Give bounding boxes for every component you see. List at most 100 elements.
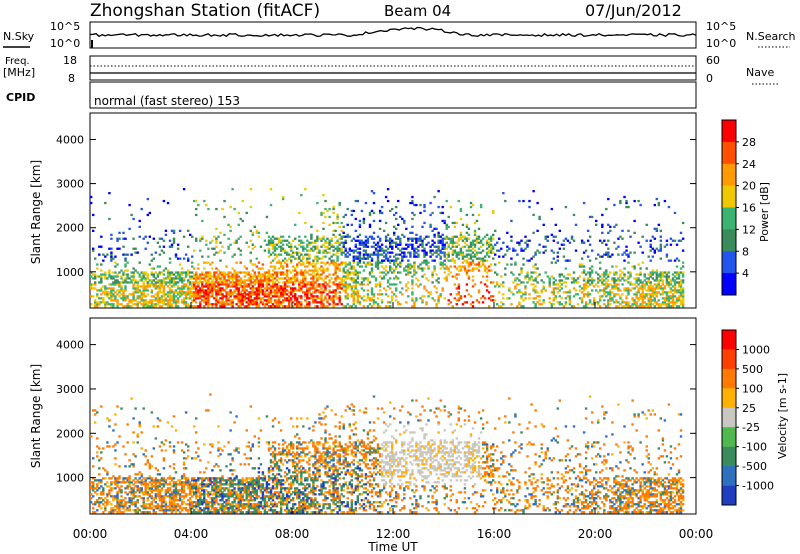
heatmap-cell	[205, 273, 208, 276]
heatmap-cell	[421, 275, 424, 278]
heatmap-cell	[152, 489, 156, 492]
heatmap-cell	[637, 283, 640, 286]
heatmap-cell	[257, 285, 261, 288]
heatmap-cell	[457, 283, 461, 286]
heatmap-cell	[211, 261, 214, 264]
heatmap-cell	[90, 275, 93, 278]
heatmap-cell	[605, 305, 608, 308]
heatmap-cell	[552, 235, 556, 238]
heatmap-cell	[275, 279, 279, 282]
heatmap-cell	[172, 495, 176, 498]
heatmap-cell	[445, 199, 448, 203]
heatmap-cell	[302, 249, 305, 252]
heatmap-cell	[197, 203, 200, 207]
heatmap-cell	[348, 249, 352, 252]
heatmap-cell	[154, 251, 158, 254]
heatmap-cell	[96, 485, 99, 488]
heatmap-cell	[259, 287, 263, 290]
heatmap-cell	[94, 257, 97, 260]
heatmap-cell	[572, 305, 576, 308]
heatmap-cell	[164, 491, 168, 494]
heatmap-cell	[187, 281, 190, 284]
heatmap-cell	[112, 281, 115, 284]
heatmap-cell	[681, 279, 685, 282]
heatmap-cell	[144, 289, 147, 292]
heatmap-cell	[465, 213, 469, 217]
heatmap-cell	[479, 297, 483, 300]
heatmap-cell	[391, 295, 394, 298]
heatmap-cell	[386, 233, 390, 236]
heatmap-cell	[217, 269, 220, 272]
heatmap-cell	[639, 271, 642, 274]
heatmap-cell	[657, 287, 661, 290]
heatmap-cell	[124, 289, 127, 292]
heatmap-cell	[162, 287, 166, 290]
heatmap-cell	[178, 497, 182, 500]
heatmap-cell	[235, 261, 238, 264]
heatmap-cell	[221, 303, 224, 306]
heatmap-cell	[558, 301, 562, 304]
heatmap-cell	[195, 483, 198, 486]
heatmap-cell	[106, 253, 109, 256]
heatmap-cell	[336, 277, 339, 280]
heatmap-cell	[120, 499, 123, 502]
heatmap-cell	[502, 285, 505, 288]
heatmap-cell	[621, 237, 624, 240]
heatmap-cell	[138, 471, 141, 474]
heatmap-cell	[189, 485, 192, 488]
heatmap-cell	[562, 281, 566, 284]
heatmap-cell	[92, 457, 95, 460]
heatmap-cell	[352, 289, 356, 292]
heatmap-cell	[215, 227, 218, 230]
heatmap-cell	[126, 485, 129, 488]
heatmap-cell	[397, 257, 400, 260]
heatmap-cell	[346, 277, 349, 280]
heatmap-cell	[603, 279, 606, 282]
heatmap-cell	[191, 281, 194, 284]
heatmap-cell	[168, 295, 172, 298]
heatmap-cell	[366, 239, 370, 242]
heatmap-cell	[108, 275, 111, 278]
heatmap-cell	[318, 275, 321, 278]
heatmap-cell	[457, 287, 461, 290]
heatmap-cell	[298, 281, 301, 284]
heatmap-cell	[142, 501, 145, 504]
heatmap-cell	[114, 505, 117, 508]
heatmap-cell	[300, 289, 303, 292]
heatmap-cell	[617, 283, 620, 286]
heatmap-cell	[90, 303, 93, 306]
heatmap-cell	[308, 255, 311, 258]
heatmap-cell	[118, 247, 121, 250]
heatmap-cell	[342, 305, 345, 308]
heatmap-cell	[162, 505, 166, 508]
heatmap-cell	[679, 289, 683, 292]
heatmap-cell	[300, 279, 303, 282]
heatmap-cell	[283, 251, 287, 254]
heatmap-cell	[520, 291, 523, 294]
heatmap-cell	[552, 299, 556, 302]
heatmap-cell	[578, 263, 582, 266]
heatmap-cell	[142, 499, 145, 502]
heatmap-cell	[168, 487, 172, 490]
heatmap-cell	[106, 471, 109, 474]
heatmap-cell	[360, 257, 364, 260]
heatmap-cell	[259, 301, 263, 304]
heatmap-cell	[213, 289, 216, 292]
heatmap-cell	[439, 261, 442, 264]
heatmap-cell	[378, 249, 382, 252]
heatmap-cell	[677, 239, 681, 242]
heatmap-cell	[532, 271, 535, 274]
heatmap-cell	[182, 501, 186, 504]
heatmap-cell	[655, 283, 659, 286]
heatmap-cell	[342, 289, 345, 292]
heatmap-cell	[352, 279, 356, 282]
heatmap-cell	[136, 281, 139, 284]
heatmap-cell	[239, 283, 242, 286]
heatmap-cell	[681, 305, 685, 308]
heatmap-cell	[627, 271, 630, 274]
heatmap-cell	[607, 231, 610, 234]
heatmap-cell	[528, 277, 531, 280]
heatmap-cell	[457, 253, 461, 256]
heatmap-cell	[334, 279, 337, 282]
heatmap-cell	[681, 295, 685, 298]
